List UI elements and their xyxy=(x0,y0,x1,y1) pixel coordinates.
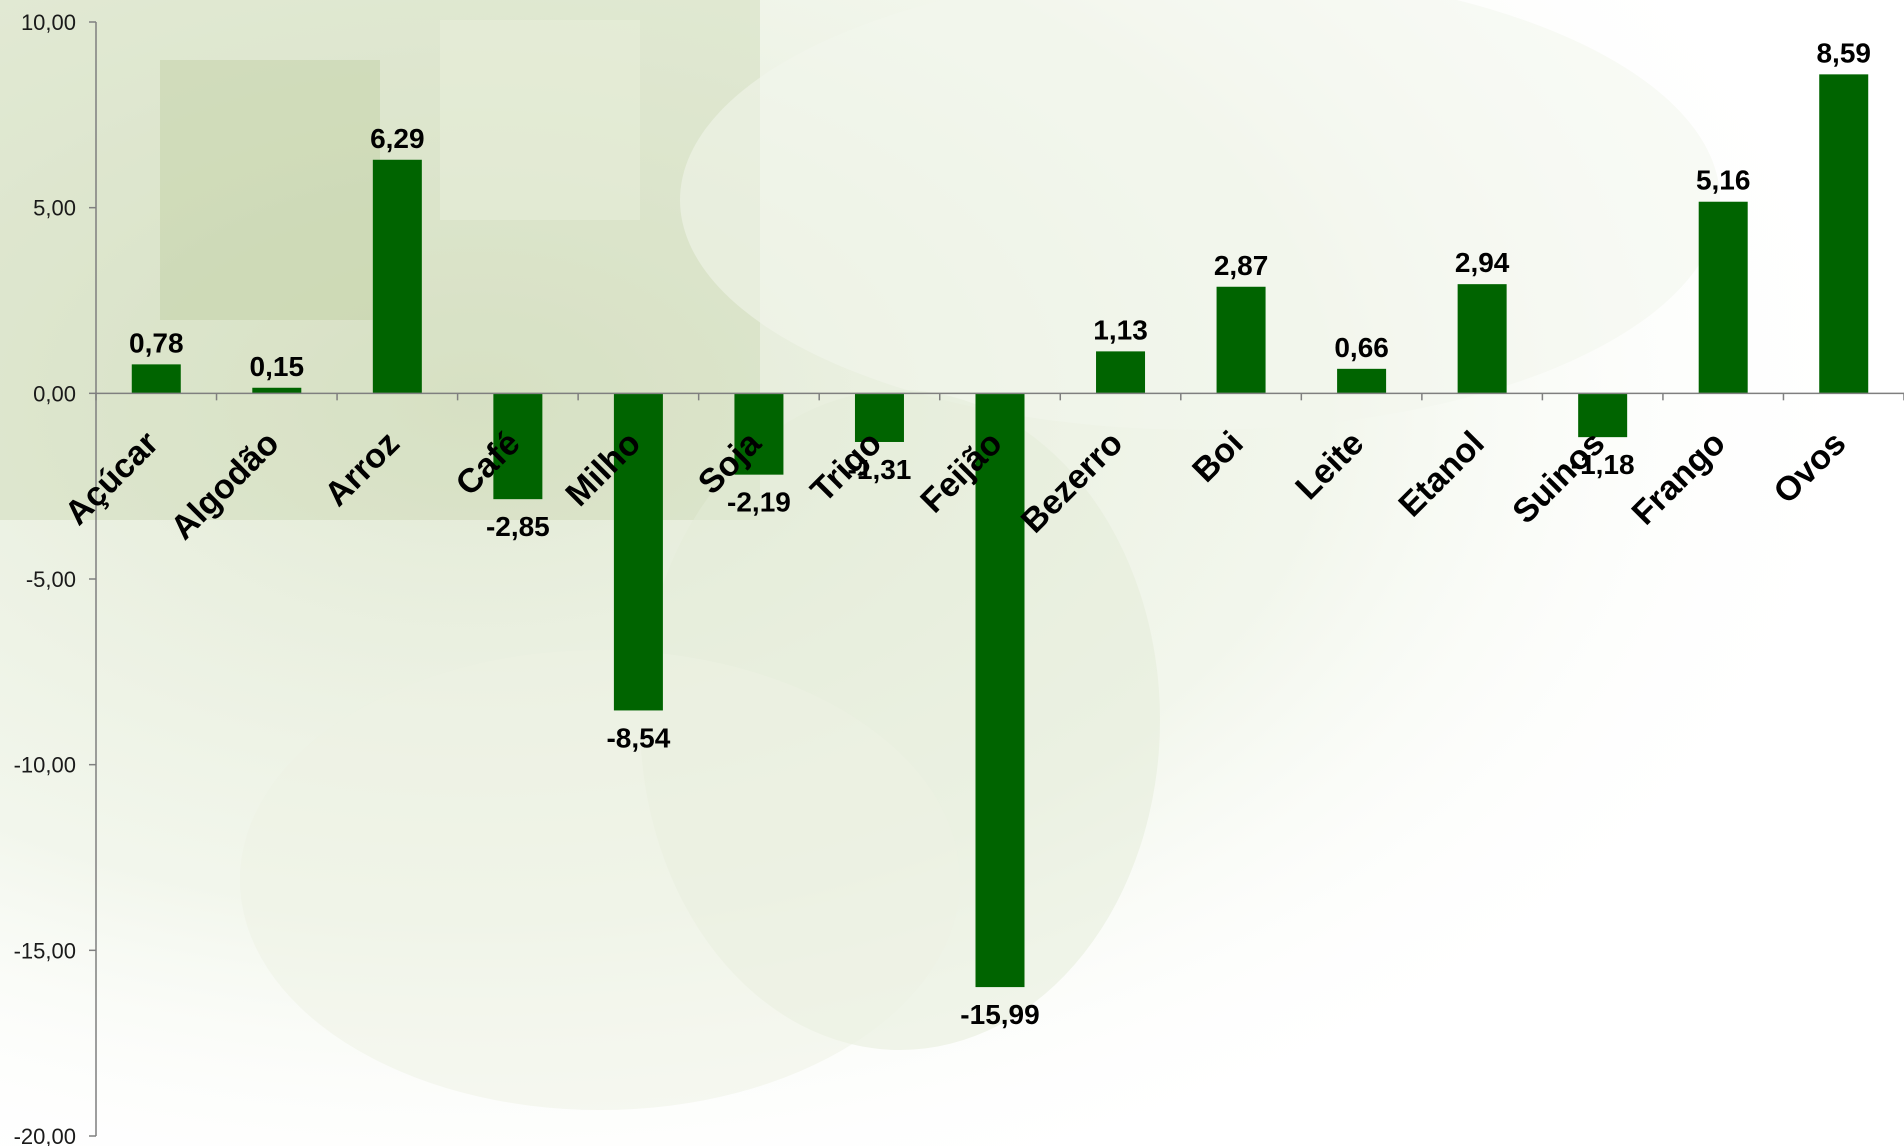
bar xyxy=(372,159,422,394)
data-label: -1,31 xyxy=(848,454,912,485)
data-label: -15,99 xyxy=(960,999,1039,1030)
y-tick-label: -5,00 xyxy=(26,567,76,592)
y-tick-label: 10,00 xyxy=(21,10,76,35)
y-tick-label: -15,00 xyxy=(14,938,76,963)
bar xyxy=(1216,286,1266,394)
category-label: Leite xyxy=(1288,424,1371,507)
data-label: -8,54 xyxy=(606,722,670,753)
bar xyxy=(1337,368,1387,394)
data-label: 0,66 xyxy=(1334,332,1389,363)
bar xyxy=(493,393,543,500)
data-label: 6,29 xyxy=(370,123,425,154)
bar xyxy=(1096,351,1146,394)
bar xyxy=(734,393,784,475)
bar xyxy=(1578,393,1628,438)
bar xyxy=(854,393,904,442)
data-label: -1,18 xyxy=(1571,449,1635,480)
data-labels: 0,78 0,15 6,29 -2,85 -8,54 -2,19 -1,31 -15,99 1,… xyxy=(129,37,1871,1030)
data-label: 1,13 xyxy=(1093,314,1148,345)
bars xyxy=(131,74,1869,988)
y-tick-label: -20,00 xyxy=(14,1124,76,1146)
category-label: Algodão xyxy=(163,424,286,547)
category-label: Boi xyxy=(1185,424,1251,490)
y-tick-label: 0,00 xyxy=(33,381,76,406)
data-label: 2,87 xyxy=(1214,250,1269,281)
bar xyxy=(613,393,663,711)
category-label: Açúcar xyxy=(58,424,166,532)
category-label: Frango xyxy=(1625,424,1733,532)
data-label: -2,85 xyxy=(486,511,550,542)
y-tick-label: 5,00 xyxy=(33,196,76,221)
data-label: 2,94 xyxy=(1455,247,1510,278)
category-label: Bezerro xyxy=(1014,424,1130,540)
bar xyxy=(1819,74,1869,394)
category-label: Arroz xyxy=(317,424,407,514)
y-axis: 10,00 5,00 0,00 -5,00 -10,00 -15,00 -20,00 xyxy=(14,10,97,1146)
category-label: Ovos xyxy=(1766,424,1853,511)
bar xyxy=(131,364,181,394)
y-tick-label: -10,00 xyxy=(14,753,76,778)
bar xyxy=(975,393,1025,988)
bar xyxy=(1457,284,1507,394)
x-axis xyxy=(95,392,1904,401)
data-label: -2,19 xyxy=(727,487,791,518)
data-label: 0,78 xyxy=(129,327,184,358)
bar xyxy=(252,387,302,394)
bar xyxy=(1698,201,1748,394)
data-label: 5,16 xyxy=(1696,165,1751,196)
data-label: 0,15 xyxy=(250,351,305,382)
category-label: Etanol xyxy=(1391,424,1491,524)
data-label: 8,59 xyxy=(1816,37,1871,68)
